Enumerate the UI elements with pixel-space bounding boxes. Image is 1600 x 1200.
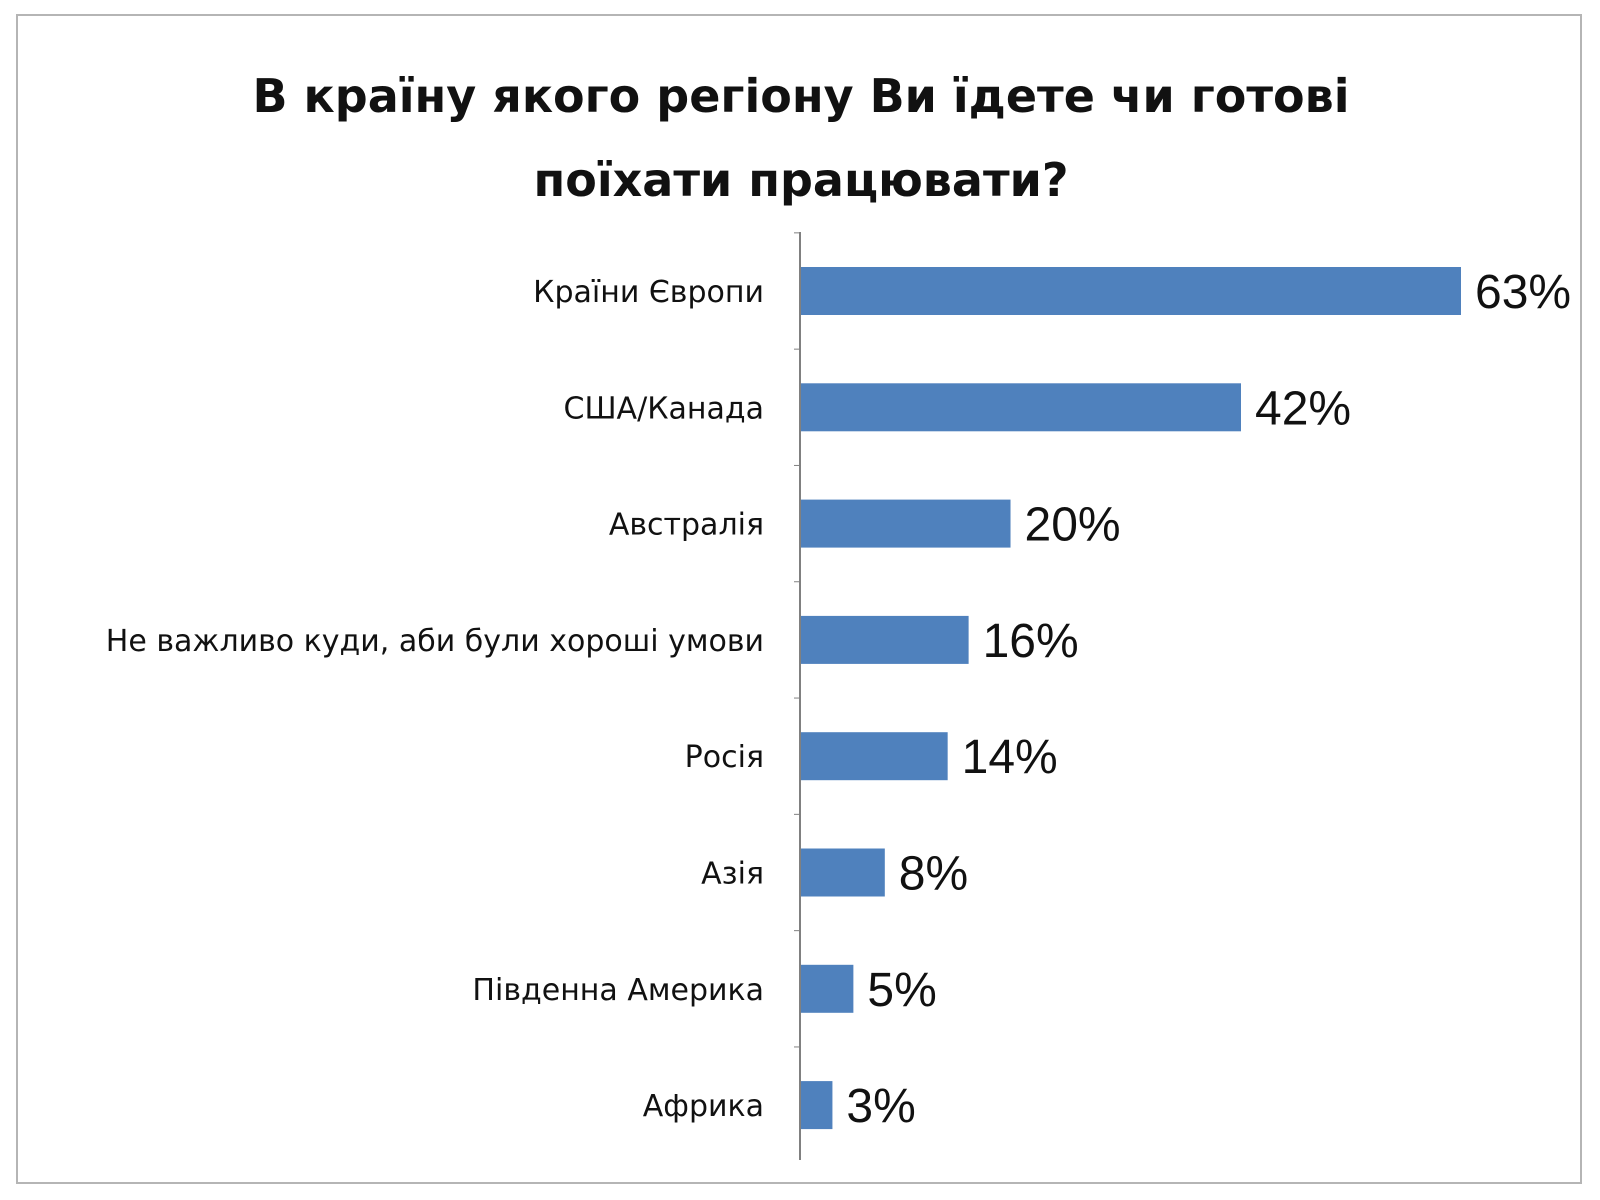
bar — [801, 267, 1461, 315]
chart-title: В країну якого регіону Ви їдете чи готов… — [18, 54, 1584, 222]
chart-title-line-1: В країну якого регіону Ви їдете чи готов… — [252, 69, 1350, 123]
data-label: 5% — [867, 964, 936, 1017]
data-label: 16% — [983, 615, 1079, 668]
bar — [801, 499, 1011, 548]
data-label: 42% — [1255, 382, 1351, 435]
category-label: Росія — [685, 740, 764, 775]
bar — [801, 848, 885, 897]
data-label: 14% — [962, 731, 1058, 784]
category-label: США/Канада — [564, 391, 764, 426]
category-label: Не важливо куди, аби були хороші умови — [106, 624, 764, 659]
bar — [801, 615, 969, 664]
category-label: Південна Америка — [472, 973, 764, 1008]
bar — [801, 383, 1241, 432]
chart-title-line-2: поїхати працювати? — [533, 153, 1069, 207]
data-label: 20% — [1025, 499, 1121, 552]
category-label: Азія — [701, 857, 764, 892]
bar — [801, 1081, 833, 1130]
data-label: 63% — [1475, 266, 1571, 319]
data-label: 8% — [899, 848, 968, 901]
category-label: Африка — [643, 1089, 764, 1124]
category-label: Австралія — [609, 508, 764, 543]
bar — [801, 732, 948, 781]
data-label: 3% — [846, 1080, 915, 1133]
bar — [801, 964, 854, 1013]
category-label: Країни Європи — [533, 275, 764, 310]
